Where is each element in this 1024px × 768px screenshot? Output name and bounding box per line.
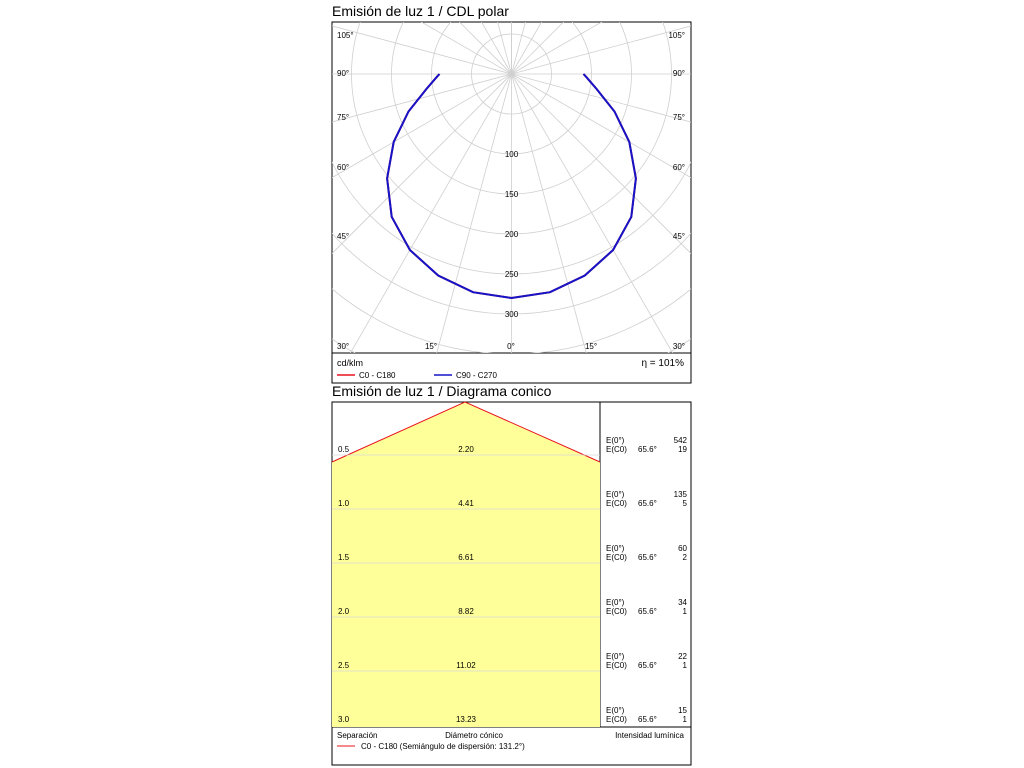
radial-tick-label: 300 bbox=[505, 310, 519, 319]
cone-ec0-value: 5 bbox=[683, 499, 688, 508]
angle-label-right: 75° bbox=[673, 113, 685, 122]
grid-spoke bbox=[332, 73, 512, 123]
radial-tick-label: 200 bbox=[505, 230, 519, 239]
angle-label-bottom: 15° bbox=[585, 342, 597, 351]
cone-e0-value: 135 bbox=[674, 490, 688, 499]
cone-angle: 65.6° bbox=[638, 499, 657, 508]
cone-diameter: 6.61 bbox=[458, 553, 474, 562]
cone-header-intensity: Intensidad lumínica bbox=[615, 731, 684, 740]
cone-ec0-label: E(C0) bbox=[606, 553, 627, 562]
cone-diagram-title: Emisión de luz 1 / Diagrama conico bbox=[332, 383, 552, 399]
cone-ec0-label: E(C0) bbox=[606, 607, 627, 616]
cone-legend-label: C0 - C180 (Semiángulo de dispersión: 131… bbox=[361, 742, 525, 751]
angle-label-left: 75° bbox=[337, 113, 349, 122]
cone-angle: 65.6° bbox=[638, 445, 657, 454]
cone-e0-label: E(0°) bbox=[606, 436, 625, 445]
angle-label-left: 30° bbox=[337, 342, 349, 351]
cone-angle: 65.6° bbox=[638, 607, 657, 616]
efficiency-label: η = 101% bbox=[641, 358, 684, 369]
curve-c90-c270 bbox=[386, 73, 637, 300]
grid-spoke bbox=[511, 73, 674, 353]
cone-ec0-label: E(C0) bbox=[606, 499, 627, 508]
radial-tick-label: 100 bbox=[505, 150, 519, 159]
grid-spoke bbox=[511, 73, 691, 179]
cone-separation: 2.5 bbox=[338, 661, 350, 670]
cone-e0-value: 34 bbox=[678, 598, 687, 607]
angle-label-left: 90° bbox=[337, 69, 349, 78]
cone-separation: 2.0 bbox=[338, 607, 350, 616]
cone-diameter: 2.20 bbox=[458, 445, 474, 454]
angle-label-right: 30° bbox=[673, 342, 685, 351]
cone-ec0-label: E(C0) bbox=[606, 715, 627, 724]
grid-spoke bbox=[511, 73, 691, 255]
angle-label-bottom: 15° bbox=[425, 342, 437, 351]
angle-label-left: 105° bbox=[337, 31, 354, 40]
angle-label-right: 45° bbox=[673, 232, 685, 241]
cone-ec0-value: 1 bbox=[683, 661, 688, 670]
cone-separation: 3.0 bbox=[338, 715, 350, 724]
angle-label-right: 105° bbox=[668, 31, 685, 40]
cone-e0-value: 60 bbox=[678, 544, 687, 553]
grid-spoke bbox=[332, 25, 512, 75]
cone-separation: 1.5 bbox=[338, 553, 350, 562]
cone-e0-label: E(0°) bbox=[606, 598, 625, 607]
cone-angle: 65.6° bbox=[638, 661, 657, 670]
polar-chart-title: Emisión de luz 1 / CDL polar bbox=[332, 3, 509, 19]
grid-spoke bbox=[511, 22, 603, 75]
cone-separation: 0.5 bbox=[338, 445, 350, 454]
grid-spoke bbox=[332, 73, 512, 255]
cone-ec0-value: 2 bbox=[683, 553, 688, 562]
grid-spoke bbox=[332, 73, 512, 179]
cone-e0-label: E(0°) bbox=[606, 706, 625, 715]
cone-e0-label: E(0°) bbox=[606, 490, 625, 499]
cone-diameter: 4.41 bbox=[458, 499, 474, 508]
cone-ec0-value: 1 bbox=[683, 607, 688, 616]
cone-header-diameter: Diámetro cónico bbox=[445, 731, 503, 740]
grid-spoke bbox=[511, 73, 587, 353]
polar-grid bbox=[332, 22, 691, 353]
cone-fill bbox=[332, 402, 600, 727]
cone-ec0-label: E(C0) bbox=[606, 445, 627, 454]
angle-label-right: 60° bbox=[673, 163, 685, 172]
cone-header-separation: Separación bbox=[337, 731, 377, 740]
cone-ec0-label: E(C0) bbox=[606, 661, 627, 670]
cone-ec0-value: 19 bbox=[678, 445, 687, 454]
cone-separation: 1.0 bbox=[338, 499, 350, 508]
angle-label-left: 45° bbox=[337, 232, 349, 241]
grid-spoke bbox=[420, 22, 512, 75]
radial-tick-label: 250 bbox=[505, 270, 519, 279]
cone-diameter: 8.82 bbox=[458, 607, 474, 616]
cone-e0-value: 22 bbox=[678, 652, 687, 661]
cone-edge bbox=[331, 401, 601, 463]
cone-e0-label: E(0°) bbox=[606, 544, 625, 553]
cone-ec0-value: 1 bbox=[683, 715, 688, 724]
angle-label-bottom: 0° bbox=[507, 342, 515, 351]
cone-angle: 65.6° bbox=[638, 553, 657, 562]
cone-e0-value: 15 bbox=[678, 706, 687, 715]
angle-label-left: 60° bbox=[337, 163, 349, 172]
cone-e0-label: E(0°) bbox=[606, 652, 625, 661]
grid-spoke bbox=[511, 73, 691, 123]
grid-spoke bbox=[511, 25, 691, 75]
radial-tick-label: 150 bbox=[505, 190, 519, 199]
unit-label: cd/klm bbox=[337, 358, 363, 368]
cone-angle: 65.6° bbox=[638, 715, 657, 724]
cone-diameter: 11.02 bbox=[456, 661, 476, 670]
cone-diameter: 13.23 bbox=[456, 715, 477, 724]
legend-label-c0-c180: C0 - C180 bbox=[359, 371, 396, 380]
angle-label-right: 90° bbox=[673, 69, 685, 78]
grid-spoke bbox=[349, 73, 512, 353]
grid-spoke bbox=[436, 73, 512, 353]
cone-e0-value: 542 bbox=[674, 436, 688, 445]
legend-label-c90-c270: C90 - C270 bbox=[456, 371, 497, 380]
